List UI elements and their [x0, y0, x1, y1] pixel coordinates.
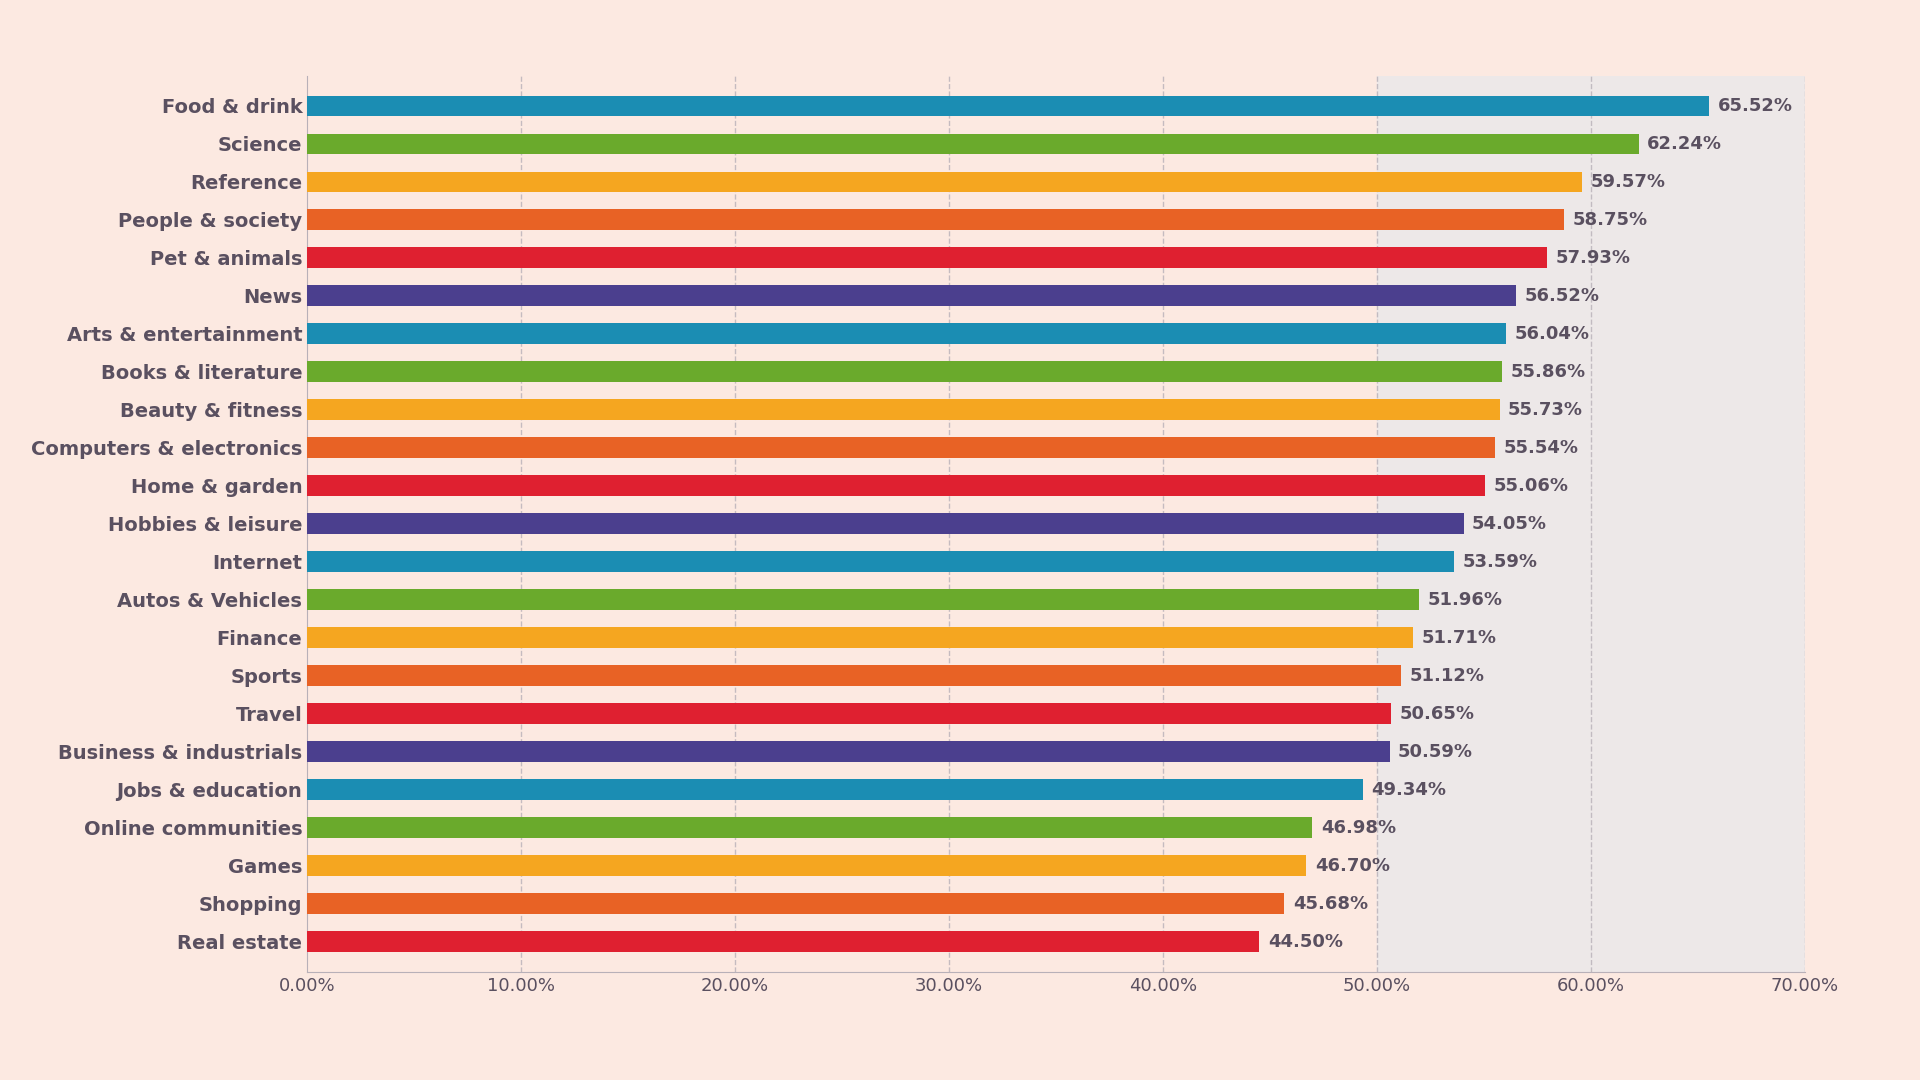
- Text: 59.57%: 59.57%: [1590, 173, 1665, 191]
- Text: 55.06%: 55.06%: [1494, 476, 1569, 495]
- Text: 50.65%: 50.65%: [1400, 705, 1475, 723]
- Text: 56.52%: 56.52%: [1524, 287, 1599, 305]
- Text: 53.59%: 53.59%: [1463, 553, 1538, 571]
- Text: 46.98%: 46.98%: [1321, 819, 1396, 837]
- Text: 49.34%: 49.34%: [1371, 781, 1446, 799]
- Text: 55.73%: 55.73%: [1507, 401, 1584, 419]
- Text: 55.86%: 55.86%: [1511, 363, 1586, 381]
- Bar: [307, 741, 1390, 762]
- Text: 58.75%: 58.75%: [1572, 211, 1647, 229]
- Text: 56.04%: 56.04%: [1515, 325, 1590, 342]
- Bar: [307, 627, 1413, 648]
- Text: 44.50%: 44.50%: [1267, 933, 1342, 950]
- Bar: [307, 172, 1582, 192]
- Bar: [307, 475, 1486, 497]
- Bar: [1377, 76, 1912, 972]
- Bar: [307, 95, 1709, 117]
- Text: 55.54%: 55.54%: [1503, 438, 1578, 457]
- Text: 51.12%: 51.12%: [1409, 666, 1484, 685]
- Bar: [307, 285, 1517, 307]
- Bar: [307, 931, 1260, 953]
- Bar: [307, 362, 1501, 382]
- Text: 45.68%: 45.68%: [1292, 894, 1369, 913]
- Text: 62.24%: 62.24%: [1647, 135, 1722, 153]
- Text: 46.70%: 46.70%: [1315, 856, 1390, 875]
- Text: 65.52%: 65.52%: [1718, 97, 1793, 114]
- Bar: [307, 551, 1453, 572]
- Bar: [307, 437, 1496, 458]
- Bar: [307, 247, 1548, 268]
- Text: 57.93%: 57.93%: [1555, 248, 1630, 267]
- Text: 51.96%: 51.96%: [1427, 591, 1503, 609]
- Bar: [307, 323, 1505, 345]
- Bar: [307, 513, 1463, 535]
- Text: 54.05%: 54.05%: [1473, 515, 1548, 532]
- Bar: [307, 818, 1311, 838]
- Bar: [307, 400, 1500, 420]
- Text: 51.71%: 51.71%: [1423, 629, 1498, 647]
- Bar: [307, 665, 1402, 686]
- Bar: [307, 210, 1565, 230]
- Bar: [307, 703, 1390, 725]
- Bar: [307, 780, 1363, 800]
- Bar: [307, 134, 1640, 154]
- Bar: [307, 590, 1419, 610]
- Text: 50.59%: 50.59%: [1398, 743, 1473, 760]
- Bar: [307, 893, 1284, 914]
- Bar: [307, 855, 1306, 876]
